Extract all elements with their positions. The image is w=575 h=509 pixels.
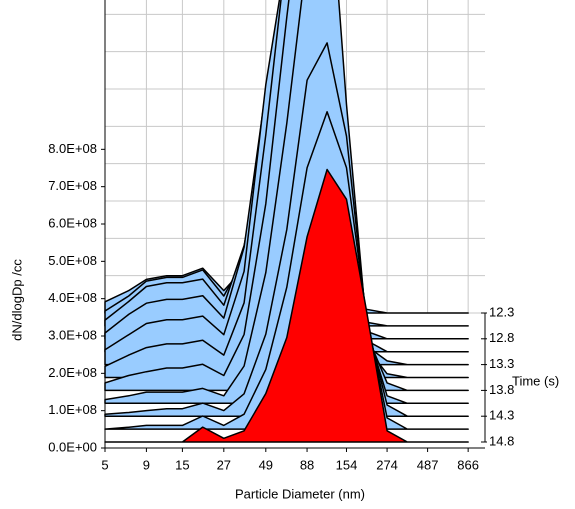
x-tick-label: 15 [175,457,189,472]
x-tick-label: 274 [376,457,398,472]
y-tick-label: 3.0E+08 [48,327,97,342]
y-tick-label: 4.0E+08 [48,290,97,305]
x-tick-label: 9 [143,457,150,472]
y-tick-label: 0.0E+00 [48,439,97,454]
x-tick-label: 49 [259,457,273,472]
x-tick-label: 866 [457,457,479,472]
x-axis-title: Particle Diameter (nm) [235,486,365,501]
y-tick-label: 2.0E+08 [48,365,97,380]
z-tick-label: 12.8 [489,330,514,345]
z-tick-label: 12.3 [489,304,514,319]
z-axis-title: Time (s) [512,373,559,388]
trace-area [104,168,469,443]
y-tick-label: 5.0E+08 [48,253,97,268]
y-axis-title: dN/dlogDp /cc [9,259,24,341]
y-tick-label: 6.0E+08 [48,215,97,230]
x-tick-label: 27 [217,457,231,472]
trace-area [104,0,469,405]
x-tick-label: 154 [336,457,358,472]
y-tick-label: 1.0E+08 [48,402,97,417]
y-tick-label: 7.0E+08 [48,178,97,193]
z-tick-label: 13.8 [489,382,514,397]
z-tick-label: 14.8 [489,433,514,448]
x-tick-label: 88 [300,457,314,472]
x-tick-label: 487 [417,457,439,472]
z-tick-label: 13.3 [489,356,514,371]
z-tick-label: 14.3 [489,408,514,423]
x-tick-label: 5 [101,457,108,472]
y-tick-label: 8.0E+08 [48,141,97,156]
